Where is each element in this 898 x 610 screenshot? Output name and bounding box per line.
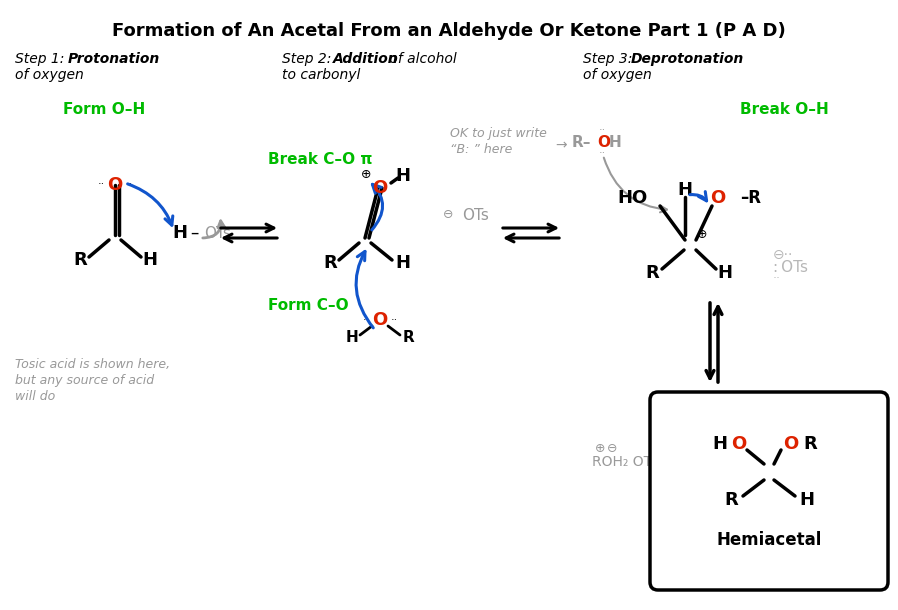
Text: R: R xyxy=(402,331,414,345)
Text: H: H xyxy=(799,491,814,509)
Text: O: O xyxy=(373,311,388,329)
Text: ⊖: ⊖ xyxy=(607,442,618,454)
Text: R: R xyxy=(645,264,659,282)
Text: Break O–H: Break O–H xyxy=(740,102,829,117)
Text: ··: ·· xyxy=(599,148,606,158)
Text: will do: will do xyxy=(15,390,56,403)
Text: ··: ·· xyxy=(391,315,398,325)
Text: of oxygen: of oxygen xyxy=(583,68,652,82)
Text: Form O–H: Form O–H xyxy=(63,102,145,117)
Text: ··: ·· xyxy=(773,273,781,285)
Text: O: O xyxy=(783,435,798,453)
Text: O: O xyxy=(373,179,388,197)
Text: O: O xyxy=(108,176,123,194)
Text: ⊕: ⊕ xyxy=(361,168,371,181)
Text: of alcohol: of alcohol xyxy=(385,52,457,66)
Text: R: R xyxy=(724,491,738,509)
Text: but any source of acid: but any source of acid xyxy=(15,374,154,387)
FancyBboxPatch shape xyxy=(650,392,888,590)
Text: ··: ·· xyxy=(126,179,133,189)
Text: H: H xyxy=(346,331,358,345)
Text: H: H xyxy=(718,264,733,282)
Text: H: H xyxy=(609,135,621,150)
Text: Deprotonation: Deprotonation xyxy=(631,52,744,66)
Text: H: H xyxy=(395,254,410,272)
Text: Protonation: Protonation xyxy=(68,52,160,66)
Text: ⊕: ⊕ xyxy=(595,442,605,454)
Text: Formation of An Acetal From an Aldehyde Or Ketone Part 1 (P A D): Formation of An Acetal From an Aldehyde … xyxy=(112,22,786,40)
Text: Tosic acid is shown here,: Tosic acid is shown here, xyxy=(15,358,170,371)
Text: –: – xyxy=(190,224,198,242)
Text: →: → xyxy=(555,138,567,152)
Text: ··: ·· xyxy=(97,179,105,189)
Text: ··: ·· xyxy=(599,125,606,135)
Text: Break C–O π: Break C–O π xyxy=(268,152,373,167)
Text: H: H xyxy=(395,167,410,185)
Text: R–: R– xyxy=(572,135,592,150)
Text: R: R xyxy=(73,251,87,269)
Text: OTs: OTs xyxy=(462,207,489,223)
Text: O: O xyxy=(731,435,746,453)
Text: Step 1:: Step 1: xyxy=(15,52,69,66)
Text: : OTs: : OTs xyxy=(773,259,808,274)
Text: Step 3:: Step 3: xyxy=(583,52,637,66)
Text: “B: ” here: “B: ” here xyxy=(450,143,513,156)
Text: ⊖: ⊖ xyxy=(443,209,453,221)
Text: ROH₂ OTs: ROH₂ OTs xyxy=(592,455,657,469)
Text: ⊖··: ⊖·· xyxy=(773,248,793,262)
Text: –R: –R xyxy=(740,189,761,207)
Text: HO: HO xyxy=(618,189,648,207)
Text: of oxygen: of oxygen xyxy=(15,68,84,82)
Text: H: H xyxy=(143,251,157,269)
Text: R: R xyxy=(803,435,817,453)
Text: H: H xyxy=(677,181,692,199)
Text: to carbonyl: to carbonyl xyxy=(282,68,360,82)
Text: Step 2:: Step 2: xyxy=(282,52,336,66)
Text: Hemiacetal: Hemiacetal xyxy=(717,531,822,549)
Text: OK to just write: OK to just write xyxy=(450,127,547,140)
Text: OTs: OTs xyxy=(204,226,231,240)
Text: ⊕: ⊕ xyxy=(697,229,708,242)
Text: O: O xyxy=(597,135,610,150)
Text: H: H xyxy=(172,224,188,242)
Text: O: O xyxy=(710,189,726,207)
Text: ··: ·· xyxy=(363,315,370,325)
Text: H: H xyxy=(712,435,727,453)
Text: R: R xyxy=(323,254,337,272)
Text: Addition: Addition xyxy=(333,52,399,66)
Text: Form C–O: Form C–O xyxy=(268,298,348,313)
